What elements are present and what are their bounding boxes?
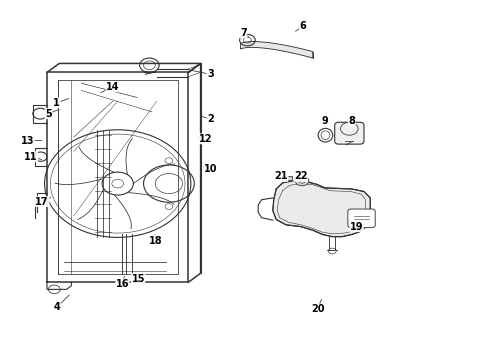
- Text: 15: 15: [131, 274, 144, 284]
- Text: 22: 22: [293, 171, 306, 181]
- Text: 13: 13: [20, 136, 34, 145]
- Text: 17: 17: [35, 197, 49, 207]
- Text: 8: 8: [347, 116, 354, 126]
- Text: 11: 11: [24, 152, 38, 162]
- Text: 6: 6: [299, 21, 306, 31]
- Text: 2: 2: [206, 114, 213, 124]
- Text: 21: 21: [274, 171, 287, 181]
- Polygon shape: [272, 181, 369, 237]
- Polygon shape: [240, 41, 312, 58]
- Text: 7: 7: [240, 28, 246, 38]
- Text: 3: 3: [206, 69, 213, 79]
- Text: 16: 16: [116, 279, 129, 289]
- Text: 12: 12: [198, 134, 212, 144]
- Text: 5: 5: [45, 109, 52, 119]
- Text: 1: 1: [53, 98, 60, 108]
- Text: 10: 10: [203, 164, 217, 174]
- Text: 4: 4: [53, 302, 60, 312]
- Circle shape: [295, 176, 308, 186]
- Text: 14: 14: [106, 82, 120, 92]
- Text: 20: 20: [310, 304, 324, 314]
- Text: 9: 9: [321, 116, 327, 126]
- FancyBboxPatch shape: [347, 209, 374, 228]
- Text: 18: 18: [149, 236, 162, 246]
- FancyBboxPatch shape: [334, 122, 363, 144]
- Polygon shape: [280, 176, 291, 180]
- Text: 19: 19: [349, 222, 363, 231]
